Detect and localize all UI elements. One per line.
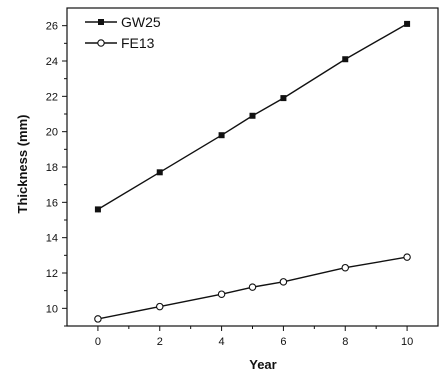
data-point-fe13 xyxy=(156,302,164,311)
y-tick-label: 16 xyxy=(46,197,58,209)
legend-marker-fe13 xyxy=(97,39,105,47)
data-point-gw25 xyxy=(156,169,163,176)
data-point-fe13 xyxy=(94,315,102,323)
legend-marker-gw25 xyxy=(98,19,104,25)
x-tick-label: 10 xyxy=(401,336,413,348)
data-point-fe13 xyxy=(279,278,288,286)
legend-label-fe13: FE13 xyxy=(121,35,155,51)
data-point-fe13 xyxy=(403,253,411,261)
x-tick-label: 2 xyxy=(157,336,163,348)
data-point-fe13 xyxy=(217,290,226,298)
data-point-gw25 xyxy=(404,20,411,27)
y-tick-label: 10 xyxy=(46,303,58,315)
legend-label-gw25: GW25 xyxy=(121,14,161,30)
data-point-fe13 xyxy=(341,263,349,272)
y-tick-label: 26 xyxy=(46,21,58,33)
data-point-fe13 xyxy=(248,283,257,291)
y-tick-label: 20 xyxy=(46,127,58,139)
y-tick-label: 24 xyxy=(46,56,58,68)
y-tick-label: 14 xyxy=(46,233,58,245)
x-tick-label: 6 xyxy=(280,336,286,348)
plot-frame xyxy=(66,7,439,327)
y-tick-label: 12 xyxy=(46,268,58,280)
x-tick-label: 8 xyxy=(342,336,348,348)
data-point-gw25 xyxy=(94,206,101,213)
y-axis-title: Thickness (mm) xyxy=(15,115,30,214)
x-tick-label: 4 xyxy=(219,336,225,348)
data-point-gw25 xyxy=(342,56,349,63)
data-point-gw25 xyxy=(218,132,225,139)
data-point-gw25 xyxy=(280,95,287,102)
y-tick-label: 18 xyxy=(46,162,58,174)
x-axis-title: Year xyxy=(249,357,276,372)
x-tick-label: 0 xyxy=(95,336,101,348)
data-point-gw25 xyxy=(249,112,256,119)
y-tick-label: 22 xyxy=(46,91,58,103)
